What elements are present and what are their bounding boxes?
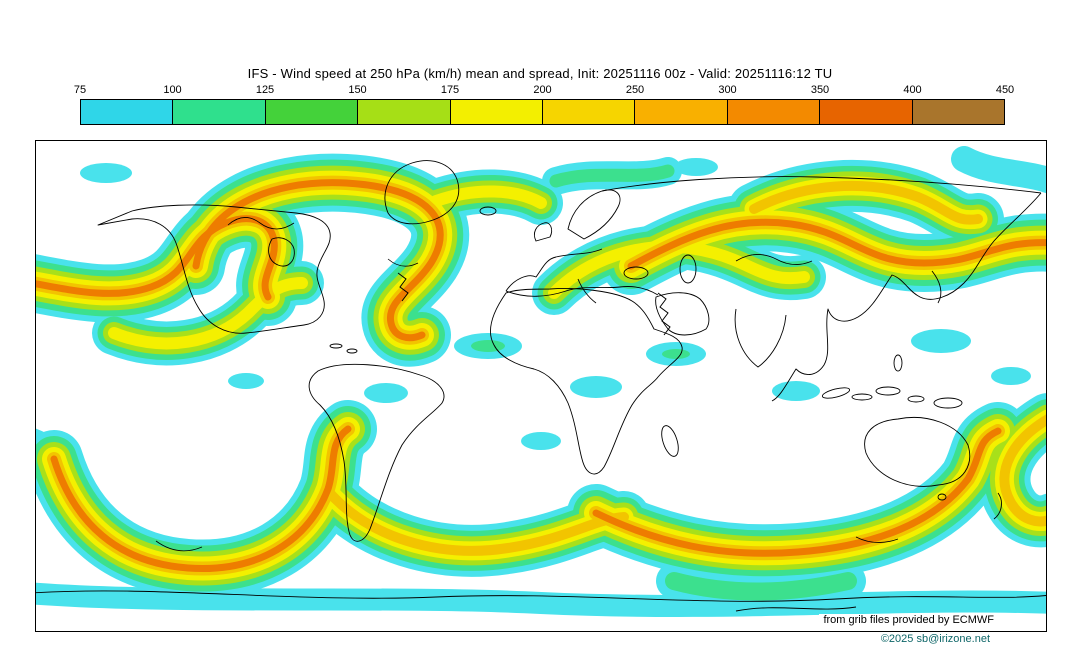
colorbar-segment (727, 100, 821, 124)
tick-label: 250 (625, 84, 645, 96)
tick-label: 150 (348, 84, 367, 96)
tick-label: 175 (440, 84, 460, 96)
tick-label: 200 (533, 84, 552, 96)
credit-copyright: ©2025 sb@irizone.net (880, 633, 990, 645)
colorbar-tick-labels: 75 100 125 150 175 200 250 300 350 400 4… (74, 84, 1014, 98)
colorbar-segment (265, 100, 359, 124)
coastlines (36, 160, 1046, 612)
colorbar-bar (80, 99, 1005, 125)
colorbar: 75 100 125 150 175 200 250 300 350 400 4… (74, 84, 1014, 125)
colorbar-segment (635, 100, 728, 124)
wind-speed-shading (36, 159, 1046, 606)
world-map-canvas (36, 141, 1046, 631)
colorbar-segment (912, 100, 1005, 124)
tick-label: 75 (73, 84, 87, 96)
spread-contours (155, 217, 899, 552)
colorbar-segment (450, 100, 544, 124)
credit-source: from grib files provided by ECMWF (819, 614, 998, 626)
colorbar-segment (543, 100, 636, 124)
tick-label: 350 (810, 84, 830, 96)
tick-label: 100 (163, 84, 182, 96)
tick-label: 125 (255, 84, 275, 96)
colorbar-segment (173, 100, 266, 124)
tick-label: 450 (995, 84, 1015, 96)
colorbar-segment (820, 100, 913, 124)
wind-speed-patches (80, 158, 1031, 450)
colorbar-segment (81, 100, 174, 124)
tick-label: 400 (903, 84, 922, 96)
page-title: IFS - Wind speed at 250 hPa (km/h) mean … (247, 66, 833, 81)
tick-label: 300 (718, 84, 737, 96)
world-map: from grib files provided by ECMWF (35, 140, 1047, 632)
colorbar-segment (358, 100, 451, 124)
